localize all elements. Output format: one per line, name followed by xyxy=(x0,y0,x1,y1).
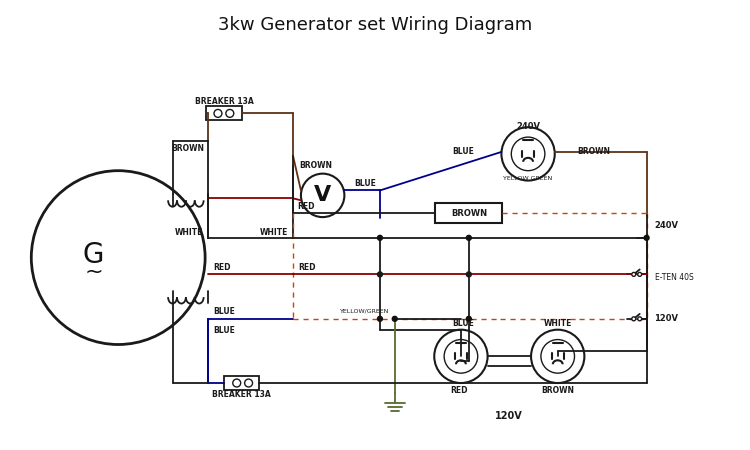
Text: ~: ~ xyxy=(84,261,103,281)
Circle shape xyxy=(244,379,253,387)
Circle shape xyxy=(466,235,471,240)
Text: RED: RED xyxy=(450,387,468,396)
Circle shape xyxy=(301,174,344,217)
Bar xyxy=(224,376,260,390)
Text: BROWN: BROWN xyxy=(451,209,487,218)
Text: BROWN: BROWN xyxy=(171,144,204,153)
Circle shape xyxy=(434,330,488,383)
Text: BLUE: BLUE xyxy=(213,307,235,316)
Text: 120V: 120V xyxy=(655,315,679,324)
Circle shape xyxy=(377,235,382,240)
Text: YELLOW/GREEN: YELLOW/GREEN xyxy=(340,308,390,314)
Text: WHITE: WHITE xyxy=(544,319,572,328)
Circle shape xyxy=(377,316,382,321)
Circle shape xyxy=(214,109,222,117)
Bar xyxy=(206,107,242,120)
Circle shape xyxy=(638,272,642,276)
Circle shape xyxy=(632,317,636,321)
Text: BROWN: BROWN xyxy=(542,387,574,396)
Text: BLUE: BLUE xyxy=(213,326,235,335)
Circle shape xyxy=(466,272,471,277)
Circle shape xyxy=(466,316,471,321)
Bar xyxy=(435,203,502,223)
Text: BLUE: BLUE xyxy=(452,148,474,157)
Text: 240V: 240V xyxy=(516,122,540,131)
Circle shape xyxy=(377,272,382,277)
Circle shape xyxy=(392,316,398,321)
Text: E-TEN 40S: E-TEN 40S xyxy=(655,273,693,282)
Text: BREAKER 13A: BREAKER 13A xyxy=(212,391,271,400)
Circle shape xyxy=(226,109,234,117)
Text: WHITE: WHITE xyxy=(260,229,288,238)
Circle shape xyxy=(644,235,649,240)
Text: RED: RED xyxy=(298,263,316,272)
Text: BLUE: BLUE xyxy=(354,179,376,188)
Text: RED: RED xyxy=(297,202,314,211)
Text: 120V: 120V xyxy=(494,410,522,421)
Text: YELLOW GREEN: YELLOW GREEN xyxy=(503,176,553,181)
Text: 3kw Generator set Wiring Diagram: 3kw Generator set Wiring Diagram xyxy=(217,15,532,33)
Text: G: G xyxy=(82,241,104,269)
Text: 240V: 240V xyxy=(655,220,679,230)
Circle shape xyxy=(632,272,636,276)
Circle shape xyxy=(502,127,555,180)
Text: BLUE: BLUE xyxy=(452,319,474,328)
Circle shape xyxy=(232,379,241,387)
Text: BROWN: BROWN xyxy=(299,161,332,170)
Text: BREAKER 13A: BREAKER 13A xyxy=(194,97,254,106)
Text: WHITE: WHITE xyxy=(175,229,203,238)
Text: BROWN: BROWN xyxy=(578,148,610,157)
Text: V: V xyxy=(314,185,332,205)
Circle shape xyxy=(531,330,584,383)
Text: RED: RED xyxy=(213,263,230,272)
Circle shape xyxy=(32,171,205,345)
Circle shape xyxy=(638,317,642,321)
